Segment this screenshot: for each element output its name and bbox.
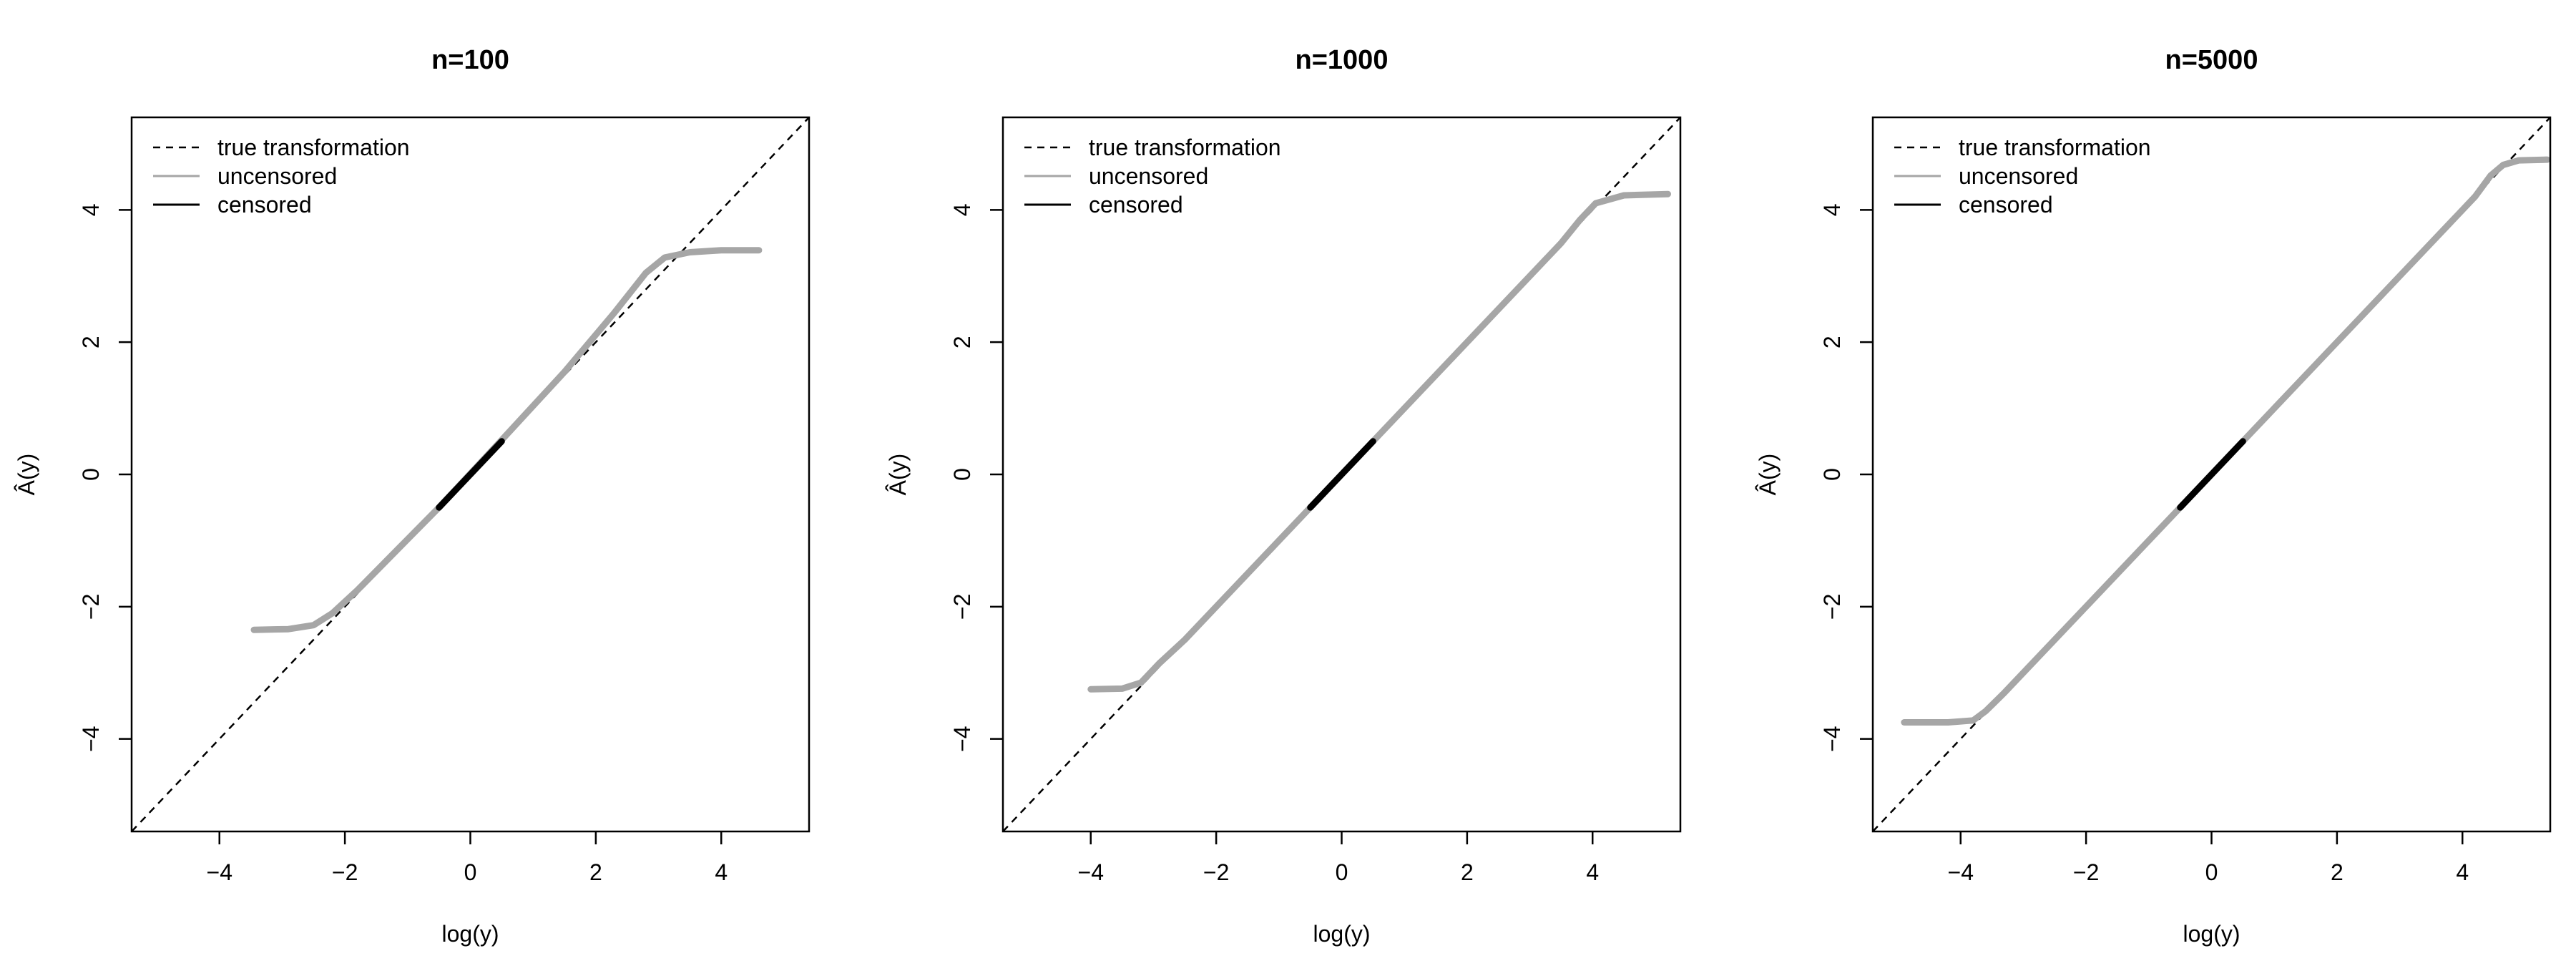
y-tick-label: −4 <box>78 726 104 751</box>
x-axis-label: log(y) <box>441 921 499 947</box>
x-tick-label: 2 <box>1461 859 1474 885</box>
x-tick-label: 2 <box>589 859 602 885</box>
plot-area <box>1873 117 2550 831</box>
y-axis-label: Â(y) <box>1755 454 1781 496</box>
chart-title: n=5000 <box>2165 45 2258 75</box>
y-tick-label: 0 <box>78 468 104 481</box>
x-tick-label: 0 <box>1336 859 1348 885</box>
y-tick-label: −4 <box>1819 726 1845 751</box>
legend-label: true transformation <box>1959 135 2151 160</box>
y-axis-label: Â(y) <box>14 454 39 496</box>
series-uncensored <box>1901 156 2550 726</box>
legend-label: censored <box>1959 192 2053 218</box>
y-tick-label: 0 <box>949 468 975 481</box>
y-tick-label: 2 <box>949 336 975 348</box>
legend-label: uncensored <box>217 163 337 189</box>
x-tick-label: −2 <box>1203 859 1229 885</box>
x-tick-label: 4 <box>715 859 728 885</box>
x-axis-label: log(y) <box>2183 921 2240 947</box>
y-tick-label: 4 <box>1819 203 1845 216</box>
y-tick-label: 2 <box>78 336 104 348</box>
series-censored <box>436 438 505 511</box>
legend-label: true transformation <box>1089 135 1281 160</box>
x-tick-label: 0 <box>2205 859 2218 885</box>
series-censored <box>2177 438 2246 511</box>
series-uncensored <box>1087 190 1671 693</box>
legend-label: censored <box>217 192 312 218</box>
x-axis-label: log(y) <box>1313 921 1370 947</box>
x-tick-label: 4 <box>2456 859 2469 885</box>
plot-area <box>1003 117 1680 831</box>
legend-label: censored <box>1089 192 1183 218</box>
x-tick-label: 0 <box>464 859 477 885</box>
x-tick-label: 2 <box>2331 859 2344 885</box>
series-uncensored <box>250 247 763 633</box>
x-tick-label: −4 <box>1948 859 1974 885</box>
legend: true transformation uncensored censored <box>153 135 410 218</box>
y-tick-label: 4 <box>949 203 975 216</box>
chart-panel-3: n=5000 −4 −2 0 2 4 −4 −2 0 2 4 log(y) Â(y) true trans… <box>1755 45 2552 947</box>
chart-title: n=1000 <box>1296 45 1389 75</box>
y-tick-label: 2 <box>1819 336 1845 348</box>
y-tick-label: −2 <box>1819 594 1845 620</box>
legend: true transformation uncensored censored <box>1024 135 1281 218</box>
chart-panel-2: n=1000 −4 −2 0 2 4 −4 −2 0 2 4 log(y) Â(y) true trans… <box>885 45 1682 947</box>
legend: true transformation uncensored censored <box>1894 135 2151 218</box>
y-tick-label: 4 <box>78 203 104 216</box>
y-axis-label: Â(y) <box>885 454 911 496</box>
series-censored <box>1307 438 1376 511</box>
plot-area <box>132 117 809 831</box>
legend-label: uncensored <box>1089 163 1208 189</box>
legend-label: uncensored <box>1959 163 2078 189</box>
legend-label: true transformation <box>217 135 410 160</box>
chart-panel-1: n=100 −4 −2 0 2 4 −4 −2 0 2 4 log(y) Â(y) true transf… <box>14 45 810 947</box>
x-tick-label: −2 <box>2073 859 2099 885</box>
y-tick-label: 0 <box>1819 468 1845 481</box>
x-tick-label: −2 <box>332 859 358 885</box>
x-tick-label: 4 <box>1586 859 1599 885</box>
x-tick-label: −4 <box>207 859 232 885</box>
y-tick-label: −2 <box>949 594 975 620</box>
y-tick-label: −2 <box>78 594 104 620</box>
chart-title: n=100 <box>431 45 509 75</box>
y-tick-label: −4 <box>949 726 975 751</box>
x-tick-label: −4 <box>1078 859 1104 885</box>
